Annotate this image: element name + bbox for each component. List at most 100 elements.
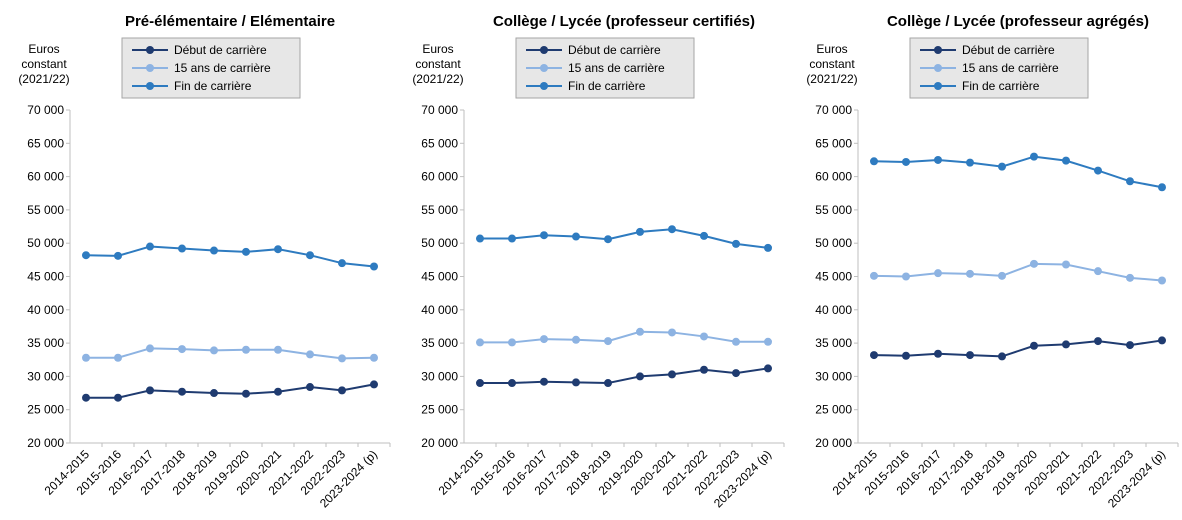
series-line [85,245,375,268]
data-point [114,251,122,260]
data-point [508,379,516,388]
y-tick-label: 25 000 [27,403,64,417]
data-point [178,387,186,396]
y-tick-label: 25 000 [421,403,458,417]
legend-label: 15 ans de carrière [962,61,1059,75]
data-point [242,247,250,256]
data-point [82,251,90,260]
series-line [480,228,769,249]
y-tick-label: 40 000 [815,303,852,317]
data-point [966,351,974,360]
legend-label: Début de carrière [174,43,267,57]
data-point [1030,341,1038,350]
data-point [1030,152,1038,161]
legend-label: Début de carrière [568,43,661,57]
data-point [636,227,644,236]
data-point [870,157,878,166]
y-axis-label-box: Euros constant (2021/22) [806,42,858,86]
y-tick-label: 45 000 [421,270,458,284]
data-point [306,251,314,260]
data-point [764,243,772,252]
data-point [764,337,772,346]
data-point [636,372,644,381]
y-axis-label: Euros constant (2021/22) [18,42,70,86]
y-tick-label: 65 000 [815,136,852,150]
data-point [540,335,548,344]
panel: Collège / Lycée (professeur certifiés) Eu… [412,13,785,510]
y-tick-label: 60 000 [27,170,64,184]
data-point [274,245,282,254]
data-point [1062,260,1070,269]
data-point [178,244,186,253]
y-tick-label: 30 000 [815,369,852,383]
data-point [338,259,346,268]
data-point [902,157,910,166]
data-point [338,354,346,363]
series-line [873,155,1163,189]
y-tick-label: 45 000 [815,270,852,284]
legend-marker [934,64,942,72]
chart-title: Pré-élémentaire / Elémentaire [125,13,335,30]
data-point [370,262,378,271]
legend-marker [934,46,942,54]
data-point [700,365,708,374]
series-line [873,262,1163,282]
legend-label: Début de carrière [962,43,1055,57]
data-point [1094,267,1102,276]
legend-label: 15 ans de carrière [174,61,271,75]
legend-label: Fin de carrière [962,79,1040,93]
data-point [274,387,282,396]
data-point [1062,156,1070,165]
data-point [998,162,1006,171]
data-point [668,370,676,379]
data-point [870,351,878,360]
data-point [178,345,186,354]
data-point [82,353,90,362]
data-point [242,345,250,354]
data-point [146,242,154,251]
data-point [508,338,516,347]
data-point [540,231,548,240]
data-point [274,345,282,354]
data-point [306,350,314,359]
data-point [902,351,910,360]
y-tick-label: 30 000 [27,369,64,383]
data-point [82,393,90,402]
series-line [480,367,769,385]
y-axis-label-box: Euros constant (2021/22) [412,42,463,86]
data-point [306,383,314,392]
data-point [604,379,612,388]
data-point [998,352,1006,361]
data-point [1062,340,1070,349]
y-tick-label: 20 000 [27,436,64,450]
y-axis-label: Euros constant (2021/22) [806,42,858,86]
data-point [338,386,346,395]
y-tick-label: 50 000 [421,236,458,250]
data-point [476,234,484,243]
y-tick-label: 35 000 [815,336,852,350]
data-point [966,269,974,278]
legend-marker [540,82,548,90]
y-tick-label: 20 000 [421,436,458,450]
data-point [210,346,218,355]
y-tick-label: 50 000 [815,236,852,250]
y-axis-label-box: Euros constant (2021/22) [18,42,70,86]
data-point [114,353,122,362]
legend-marker [146,82,154,90]
panel: Collège / Lycée (professeur agrégés) Euro… [806,13,1179,510]
legend-marker [146,64,154,72]
data-point [1094,337,1102,346]
data-point [732,239,740,248]
data-point [732,337,740,346]
panel: Pré-élémentaire / Elémentaire Euros const… [18,13,391,510]
data-point [870,271,878,280]
y-tick-label: 55 000 [421,203,458,217]
data-point [998,271,1006,280]
legend-marker [540,46,548,54]
y-tick-label: 35 000 [421,336,458,350]
legend-marker [540,64,548,72]
series-line [480,330,768,344]
chart-title: Collège / Lycée (professeur certifiés) [493,13,755,30]
data-point [572,378,580,387]
data-point [146,386,154,395]
